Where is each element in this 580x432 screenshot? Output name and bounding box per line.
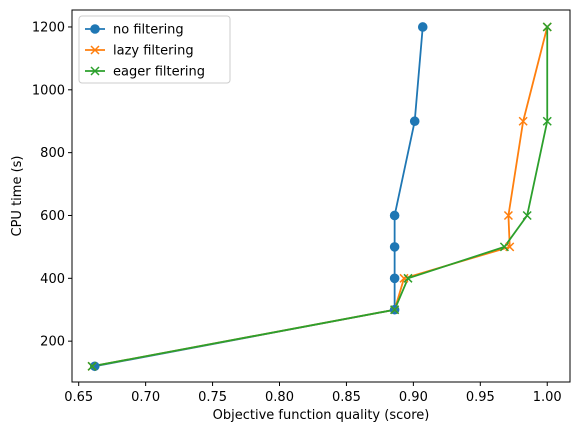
- x-axis-ticks: 0.65 0.70 0.75 0.80 0.85 0.90 0.95 1.00: [64, 382, 562, 405]
- data-point-2: [390, 305, 400, 315]
- legend: no filtering lazy filtering eager filterin…: [78, 15, 231, 84]
- data-point-2: [403, 273, 413, 283]
- data-point-1: [503, 210, 513, 221]
- legend-swatch-marker: [90, 66, 100, 76]
- y-axis-label: CPU time (s): [10, 156, 25, 237]
- data-point-0: [389, 210, 400, 221]
- y-tick-label: 600: [40, 209, 65, 224]
- data-point-2: [522, 210, 532, 221]
- data-point-1: [518, 116, 528, 126]
- series-markers: [87, 22, 552, 372]
- legend-swatch-marker: [90, 24, 100, 34]
- legend-label: eager filtering: [113, 65, 205, 80]
- x-tick-label: 0.90: [399, 390, 428, 405]
- data-point-0: [389, 242, 400, 252]
- x-tick-label: 0.80: [265, 390, 294, 405]
- data-point-0: [389, 273, 400, 284]
- y-tick-label: 800: [40, 146, 65, 161]
- legend-box: [78, 15, 231, 84]
- x-axis-label: Objective function quality (score): [213, 408, 430, 423]
- data-point-2: [499, 242, 509, 252]
- legend-label: no filtering: [113, 23, 184, 38]
- data-point-0: [409, 116, 420, 127]
- legend-swatch-marker: [90, 45, 100, 55]
- data-point-2: [87, 361, 97, 371]
- y-axis-ticks: 200 400 600 800 1000 1200: [32, 20, 72, 350]
- x-tick-label: 0.65: [64, 390, 93, 405]
- x-tick-label: 1.00: [533, 390, 562, 405]
- data-point-0: [417, 22, 428, 32]
- axes-frame: [71, 9, 571, 383]
- data-point-2: [542, 22, 552, 32]
- y-tick-label: 1000: [32, 83, 65, 98]
- x-tick-label: 0.75: [198, 390, 227, 405]
- x-tick-label: 0.70: [131, 390, 160, 405]
- x-tick-label: 0.85: [332, 390, 361, 405]
- x-tick-label: 0.95: [466, 390, 495, 405]
- data-point-2: [542, 116, 552, 126]
- data-point-0: [89, 361, 100, 372]
- y-tick-label: 200: [40, 335, 65, 350]
- legend-label: lazy filtering: [113, 44, 194, 59]
- data-point-1: [399, 273, 409, 283]
- y-tick-label: 400: [40, 272, 65, 287]
- y-tick-label: 1200: [32, 20, 65, 35]
